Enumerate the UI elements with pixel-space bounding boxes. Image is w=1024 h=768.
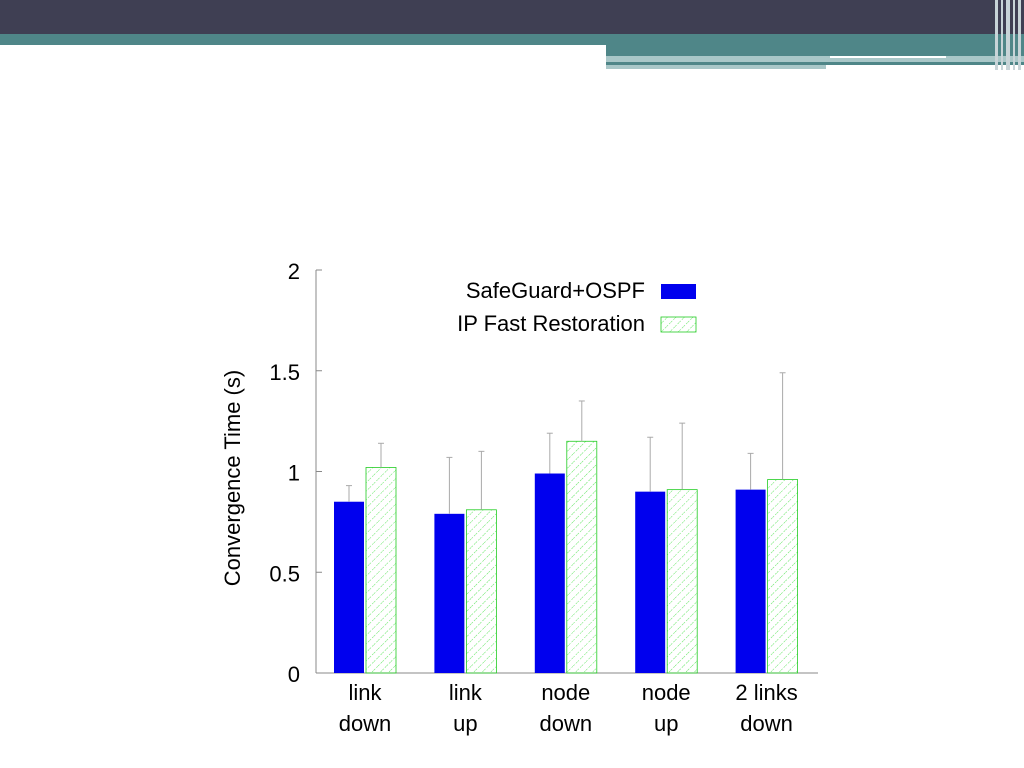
header-accent-line [830,56,946,58]
bar [465,509,497,674]
header-stripes [993,0,1024,70]
x-tick-label: 2 links [735,680,797,705]
y-tick-label: 1.5 [269,360,300,385]
x-tick-label: down [339,711,392,736]
legend-swatch [661,284,696,299]
y-tick-label: 2 [288,259,300,284]
x-tick-label: down [740,711,793,736]
x-tick-label: link [348,680,382,705]
x-tick-label: node [541,680,590,705]
x-tick-label: up [654,711,678,736]
bar [534,473,565,673]
bar [365,467,397,674]
chart-axes: 0 0.5 1 1.5 2 [269,259,818,687]
x-tick-label: node [642,680,691,705]
legend-swatch [660,316,697,333]
y-tick-label: 1 [288,461,300,486]
legend-label: SafeGuard+OSPF [466,278,645,303]
bar [566,440,598,674]
header-bar-light [606,56,1024,62]
bar [735,489,766,673]
y-tick-label: 0 [288,662,300,687]
x-tick-label: down [540,711,593,736]
chart-legend: SafeGuard+OSPF IP Fast Restoration [457,278,697,336]
bar [635,491,666,673]
bar [666,489,698,674]
chart-bars [334,372,798,674]
header-bar-light-short [606,65,826,69]
x-tick-label: up [453,711,477,736]
header-bar-dark [0,0,1024,34]
bar [434,513,465,673]
bar [334,501,364,673]
header-bar-teal [0,34,1024,45]
y-axis-label: Convergence Time (s) [220,370,245,586]
x-tick-label: link [449,680,483,705]
y-tick-label: 0.5 [269,561,300,586]
x-tick-labels: link down link up node down node up 2 links down [339,680,798,736]
bar [767,479,798,674]
legend-label: IP Fast Restoration [457,311,645,336]
